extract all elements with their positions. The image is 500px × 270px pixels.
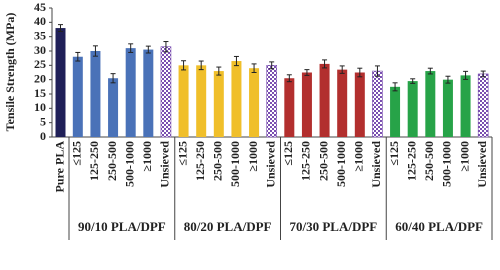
x-tick-label: Unsieved [263,141,277,188]
bar [178,65,189,137]
y-tick-label: 25 [34,57,46,71]
x-tick-label: 125-250 [404,141,418,181]
error-bar [198,60,204,71]
group-label: 90/10 PLA/DPF [78,219,166,234]
error-bar [392,82,398,92]
error-bar [410,78,416,84]
bar [125,48,136,138]
x-tick-label: 500-1000 [122,141,136,187]
bar [425,71,436,137]
error-bar [445,75,451,84]
bar [354,72,365,137]
x-tick-label: 250-500 [422,141,436,181]
x-tick-label: 250-500 [316,141,330,181]
y-tick-label: 20 [34,71,46,85]
bar [160,46,172,138]
bar [477,73,489,138]
bar [460,75,471,137]
bar [196,65,207,137]
error-bar [269,61,275,70]
bar [407,81,418,137]
x-tick-label: ≤125 [281,141,295,166]
bar [72,56,83,137]
error-bar [145,45,151,54]
x-tick-label: 125-250 [193,141,207,181]
x-tick-label: Unsieved [475,141,489,188]
error-bar [128,43,134,53]
error-bar [427,67,433,75]
error-bar [216,66,222,76]
x-tick-label: ≤125 [175,141,189,166]
y-tick-label: 30 [34,43,46,57]
error-bar [181,60,187,71]
x-tick-label: 250-500 [105,141,119,181]
error-bar [304,69,310,76]
y-tick-label: 5 [40,114,46,128]
x-tick-label: 500-1000 [334,141,348,187]
y-tick-label: 40 [34,14,46,28]
error-bar [463,70,469,80]
y-tick-label: 0 [40,129,46,143]
x-tick-label: 125-250 [87,141,101,181]
x-tick-label: ≥1000 [246,141,260,172]
bar [301,72,312,137]
error-bar [58,24,63,33]
x-tick-label: ≥1000 [457,141,471,172]
error-bar [251,63,257,73]
error-bar [374,65,380,77]
error-bar [75,51,81,62]
y-axis-title: Tensile Strength (MPa) [3,13,17,132]
bar [319,63,330,137]
group-label: 70/30 PLA/DPF [290,219,378,234]
error-bar [110,73,116,84]
bar [372,70,383,138]
group-label: 60/40 PLA/DPF [395,219,483,234]
y-tick-label: 10 [34,100,46,114]
bar [231,61,242,137]
x-tick-label: 250-500 [211,141,225,181]
y-tick-label: 15 [34,86,46,100]
x-tick-label: ≤125 [70,141,84,166]
error-bar [233,55,239,67]
error-bar [480,70,486,78]
x-tick-label: Unsieved [158,141,172,188]
error-bar [92,45,98,57]
error-bar [286,74,292,83]
x-tick-label: ≤125 [387,141,401,166]
error-bar [163,41,169,53]
y-tick-label: 35 [34,28,46,42]
bar [390,86,401,137]
x-tick-label: 500-1000 [228,141,242,187]
y-tick-label: 45 [34,0,46,14]
bar [442,79,453,137]
x-tick-label: 500-1000 [440,141,454,187]
error-bar [357,67,363,78]
x-tick-label: 125-250 [299,141,313,181]
error-bar [322,59,328,69]
x-tick-label: ≥1000 [140,141,154,172]
bar [108,78,119,137]
bar [249,68,260,137]
bar [337,69,348,137]
x-tick-label: Pure PLA [52,141,66,193]
x-tick-label: Unsieved [369,141,383,188]
x-tick-label: ≥1000 [352,141,366,172]
error-bar [339,65,345,74]
bar [213,71,224,137]
group-label: 80/20 PLA/DPF [184,219,272,234]
bar [284,78,295,137]
bar [143,49,154,137]
bar [266,65,277,138]
bar [55,28,66,137]
bar [90,51,101,137]
